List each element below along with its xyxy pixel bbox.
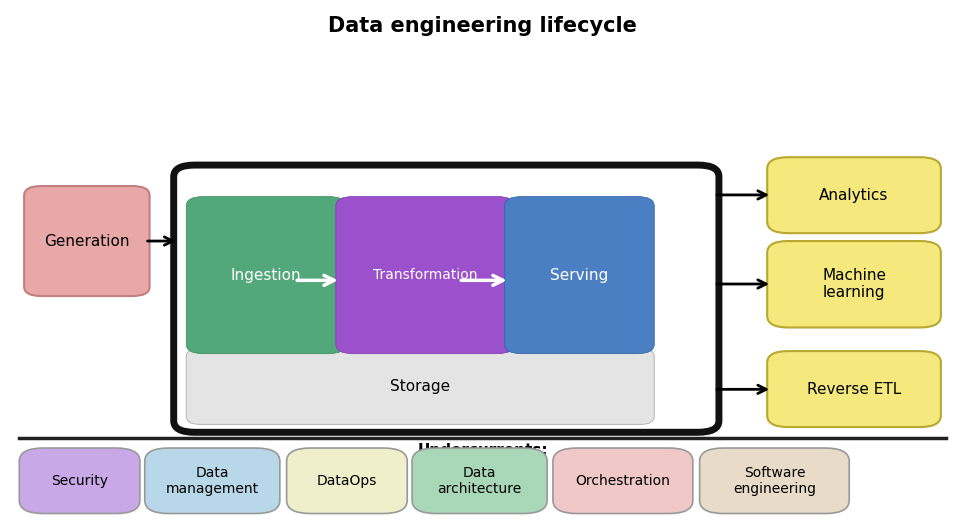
FancyBboxPatch shape xyxy=(553,448,693,514)
FancyBboxPatch shape xyxy=(186,348,654,424)
Text: Security: Security xyxy=(51,474,108,488)
FancyBboxPatch shape xyxy=(145,448,280,514)
Text: Software
engineering: Software engineering xyxy=(732,466,816,496)
FancyBboxPatch shape xyxy=(767,241,941,328)
FancyBboxPatch shape xyxy=(174,165,719,432)
Text: Ingestion: Ingestion xyxy=(231,268,301,282)
FancyBboxPatch shape xyxy=(767,351,941,427)
Text: Generation: Generation xyxy=(44,234,129,248)
FancyBboxPatch shape xyxy=(186,196,345,354)
Text: Storage: Storage xyxy=(390,379,451,394)
Text: Orchestration: Orchestration xyxy=(575,474,671,488)
FancyBboxPatch shape xyxy=(412,448,547,514)
FancyBboxPatch shape xyxy=(767,157,941,233)
Text: Data
architecture: Data architecture xyxy=(437,466,522,496)
Text: Transformation: Transformation xyxy=(372,268,478,282)
Text: Undercurrents:: Undercurrents: xyxy=(417,443,548,458)
FancyBboxPatch shape xyxy=(336,196,514,354)
Text: Data engineering lifecycle: Data engineering lifecycle xyxy=(328,16,637,36)
Text: Reverse ETL: Reverse ETL xyxy=(807,381,901,397)
FancyBboxPatch shape xyxy=(24,186,150,296)
FancyBboxPatch shape xyxy=(505,196,654,354)
Text: Machine
learning: Machine learning xyxy=(822,268,886,300)
Text: Serving: Serving xyxy=(550,268,609,282)
Text: Analytics: Analytics xyxy=(819,188,889,203)
FancyBboxPatch shape xyxy=(19,448,140,514)
FancyBboxPatch shape xyxy=(287,448,407,514)
FancyBboxPatch shape xyxy=(700,448,849,514)
Text: Data
management: Data management xyxy=(166,466,259,496)
Text: DataOps: DataOps xyxy=(317,474,377,488)
